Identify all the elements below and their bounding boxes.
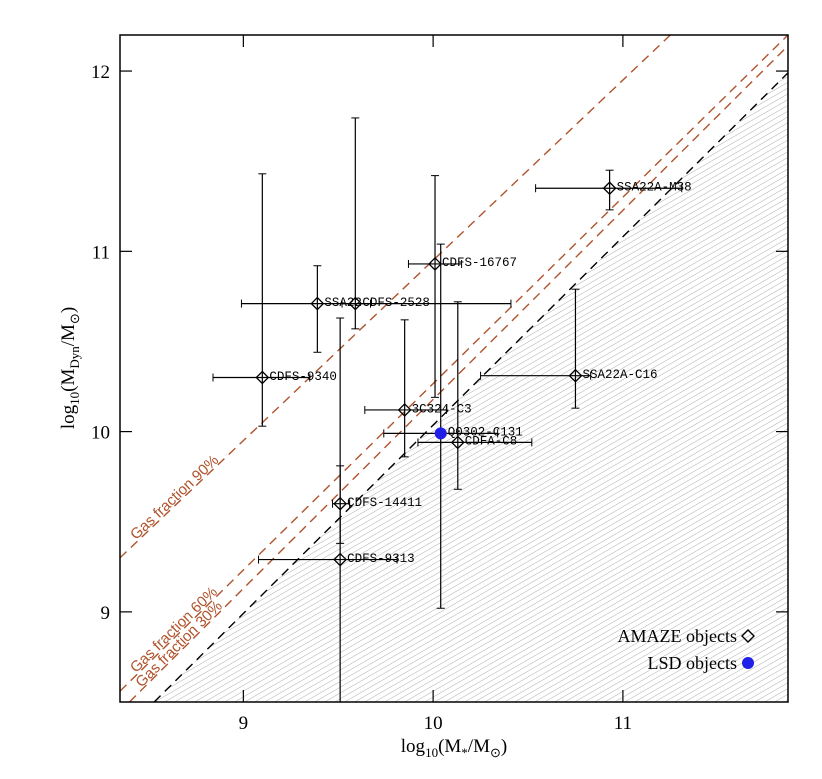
point-label: Q0302-C131 — [448, 426, 523, 440]
point-label: CDFS-2528 — [362, 296, 430, 310]
label-part: (M — [438, 736, 461, 757]
label-subscript: 10 — [67, 392, 82, 405]
y-tick-label: 9 — [101, 603, 111, 624]
label-part: ) — [58, 307, 79, 313]
x-axis-label: log10(M*/M⊙) — [401, 736, 507, 760]
data-point — [397, 403, 412, 417]
point-label: 3C324-C3 — [412, 402, 472, 416]
legend-label: AMAZE objects — [618, 626, 737, 646]
data-point — [450, 435, 465, 450]
x-tick-label: 9 — [239, 713, 249, 734]
data-point — [434, 427, 447, 440]
legend-label: LSD objects — [648, 653, 738, 673]
point-label: CDFS-14411 — [347, 496, 422, 510]
point-label: SSA22A-C16 — [582, 368, 657, 382]
label-part: log — [401, 736, 426, 757]
point-label: CDFS-9340 — [269, 370, 337, 384]
frame — [119, 34, 789, 703]
data-point — [348, 296, 363, 311]
data-point — [310, 296, 325, 311]
label-subscript: * — [461, 745, 468, 760]
y-tick-label: 11 — [92, 242, 110, 263]
x-tick-label: 11 — [614, 713, 632, 734]
plot-area — [120, 35, 788, 702]
label-part: /M — [468, 736, 490, 757]
point-label: CDFS-16767 — [442, 256, 517, 270]
label-subscript: ⊙ — [490, 745, 501, 760]
data-point — [602, 181, 617, 196]
label-part: /M — [58, 324, 79, 346]
point-label: SSA22A-M38 — [617, 181, 692, 195]
y-tick-label: 10 — [91, 423, 110, 444]
gas-fraction-line — [128, 45, 788, 702]
data-point — [568, 368, 583, 383]
data-point — [428, 257, 442, 271]
legend-marker — [742, 657, 754, 669]
label-subscript: ⊙ — [67, 313, 82, 324]
gas-fraction-label: Gas fraction 90% — [127, 452, 222, 544]
point-label: CDFS-9313 — [347, 552, 415, 566]
legend-marker — [741, 629, 755, 643]
y-tick-label: 12 — [91, 62, 110, 83]
label-part: ) — [501, 736, 507, 757]
x-tick-label: 10 — [424, 713, 443, 734]
data-point — [255, 370, 270, 385]
gas-fraction-line — [120, 35, 671, 559]
excluded-region — [154, 72, 788, 702]
label-part: (M — [58, 369, 79, 392]
label-part: log — [58, 404, 79, 429]
label-subscript: 10 — [425, 745, 438, 760]
label-subscript: Dyn — [67, 346, 82, 369]
data-point — [333, 552, 348, 567]
point-label: CDFA-C8 — [465, 435, 518, 449]
y-axis-label: log10(MDyn/M⊙) — [58, 307, 82, 429]
gas-fraction-line — [120, 35, 788, 692]
